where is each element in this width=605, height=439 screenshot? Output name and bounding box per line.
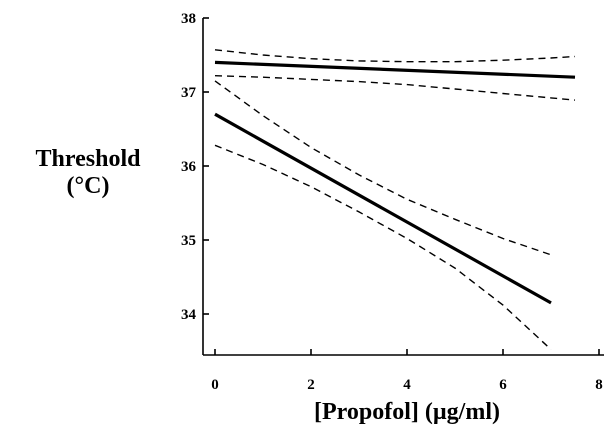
y-axis-title-line-1: Threshold (36, 146, 142, 172)
x-tick-label-4: 4 (403, 377, 411, 393)
y-tick-label-36: 36 (181, 159, 197, 175)
axes-layer (202, 18, 604, 356)
y-tick-label-34: 34 (181, 307, 197, 323)
series-layer (214, 49, 576, 351)
y-tick-label-37: 37 (181, 85, 197, 101)
x-tick-label-6: 6 (499, 377, 507, 393)
x-tick-label-8: 8 (595, 377, 603, 393)
series-4-confidence-band-line (214, 80, 552, 256)
y-tick-label-35: 35 (181, 233, 196, 249)
y-tick-label-38: 38 (181, 11, 196, 27)
series-1-confidence-band-line (214, 49, 576, 63)
ticks-layer: 34 35 36 37 38 0 2 4 6 8 (181, 11, 603, 393)
series-2-confidence-band-line (214, 75, 576, 101)
x-axis-title: [Propofol] (µg/ml) (314, 399, 500, 425)
series-0-regression-line (214, 60, 576, 79)
x-tick-label-2: 2 (307, 377, 315, 393)
series-3-regression-line (214, 112, 552, 305)
y-axis-title-line-2: (°C) (67, 173, 110, 199)
x-tick-label-0: 0 (211, 377, 219, 393)
series-5-confidence-band-line (214, 144, 552, 351)
